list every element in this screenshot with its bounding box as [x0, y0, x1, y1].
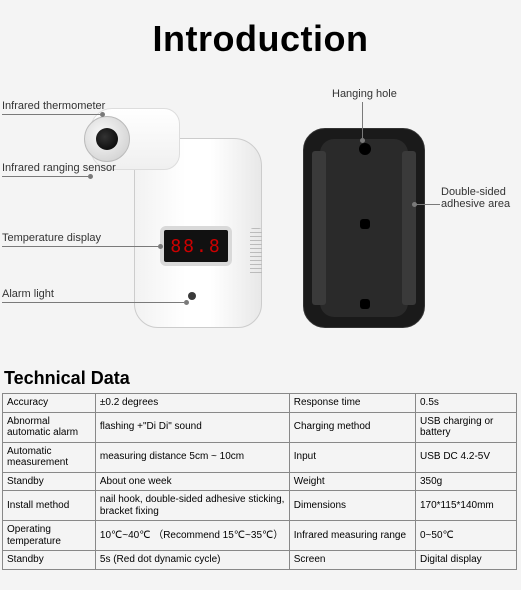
table-cell: Abnormal automatic alarm [3, 412, 96, 442]
technical-data-table: Accuracy±0.2 degreesResponse time0.5sAbn… [2, 393, 517, 570]
table-cell: Digital display [415, 551, 516, 570]
callout-line [362, 102, 363, 138]
table-cell: measuring distance 5cm ~ 10cm [95, 442, 289, 472]
device-front-illustration: 88.8 [108, 108, 278, 328]
table-row: StandbyAbout one weekWeight350g [3, 472, 517, 491]
table-cell: 10℃~40℃ （Recommend 15℃~35℃） [95, 521, 289, 551]
label-alarm-light: Alarm light [2, 288, 54, 300]
callout-dot [100, 112, 105, 117]
table-cell: nail hook, double-sided adhesive stickin… [95, 491, 289, 521]
callout-dot [158, 244, 163, 249]
table-cell: 350g [415, 472, 516, 491]
label-adhesive-area: Double-sided adhesive area [441, 186, 510, 210]
table-cell: 0~50℃ [415, 521, 516, 551]
callout-dot [184, 300, 189, 305]
table-row: Abnormal automatic alarmflashing +"Di Di… [3, 412, 517, 442]
table-cell: Weight [289, 472, 415, 491]
label-temperature-display: Temperature display [2, 232, 101, 244]
alarm-light-dot [188, 292, 196, 300]
label-infrared-thermometer: Infrared thermometer [2, 100, 105, 112]
device-screen: 88.8 [160, 226, 232, 266]
table-cell: ±0.2 degrees [95, 394, 289, 413]
speaker-grill [250, 228, 262, 276]
table-cell: Screen [289, 551, 415, 570]
table-cell: Accuracy [3, 394, 96, 413]
table-cell: Standby [3, 551, 96, 570]
device-back-illustration [303, 128, 425, 328]
table-cell: Response time [289, 394, 415, 413]
table-row: Automatic measurementmeasuring distance … [3, 442, 517, 472]
product-diagram: 88.8 Infrared thermometer Infrared rangi… [0, 70, 521, 350]
callout-dot [88, 174, 93, 179]
table-cell: About one week [95, 472, 289, 491]
page-title: Introduction [0, 0, 521, 60]
technical-data-heading: Technical Data [4, 368, 521, 389]
table-cell: 170*115*140mm [415, 491, 516, 521]
label-infrared-ranging-sensor: Infrared ranging sensor [2, 162, 116, 174]
table-cell: Standby [3, 472, 96, 491]
screw-hole [360, 299, 370, 309]
table-cell: Dimensions [289, 491, 415, 521]
table-row: Accuracy±0.2 degreesResponse time0.5s [3, 394, 517, 413]
table-cell: 0.5s [415, 394, 516, 413]
callout-line [2, 246, 158, 247]
label-hanging-hole: Hanging hole [332, 88, 397, 100]
table-cell: USB charging or battery [415, 412, 516, 442]
table-cell: Charging method [289, 412, 415, 442]
callout-line [2, 302, 184, 303]
table-cell: 5s (Red dot dynamic cycle) [95, 551, 289, 570]
callout-line [2, 114, 100, 115]
callout-dot [360, 138, 365, 143]
callout-line [2, 176, 88, 177]
callout-dot [412, 202, 417, 207]
lens-inner [96, 128, 118, 150]
table-row: Install methodnail hook, double-sided ad… [3, 491, 517, 521]
table-cell: Input [289, 442, 415, 472]
table-cell: Install method [3, 491, 96, 521]
adhesive-strip-left [312, 151, 326, 305]
table-cell: Infrared measuring range [289, 521, 415, 551]
hanging-hole [359, 143, 371, 155]
callout-line [416, 204, 440, 205]
table-cell: Automatic measurement [3, 442, 96, 472]
table-cell: USB DC 4.2-5V [415, 442, 516, 472]
table-cell: flashing +"Di Di" sound [95, 412, 289, 442]
table-row: Standby5s (Red dot dynamic cycle)ScreenD… [3, 551, 517, 570]
screw-hole [360, 219, 370, 229]
adhesive-strip-right [402, 151, 416, 305]
table-cell: Operating temperature [3, 521, 96, 551]
table-row: Operating temperature10℃~40℃ （Recommend … [3, 521, 517, 551]
